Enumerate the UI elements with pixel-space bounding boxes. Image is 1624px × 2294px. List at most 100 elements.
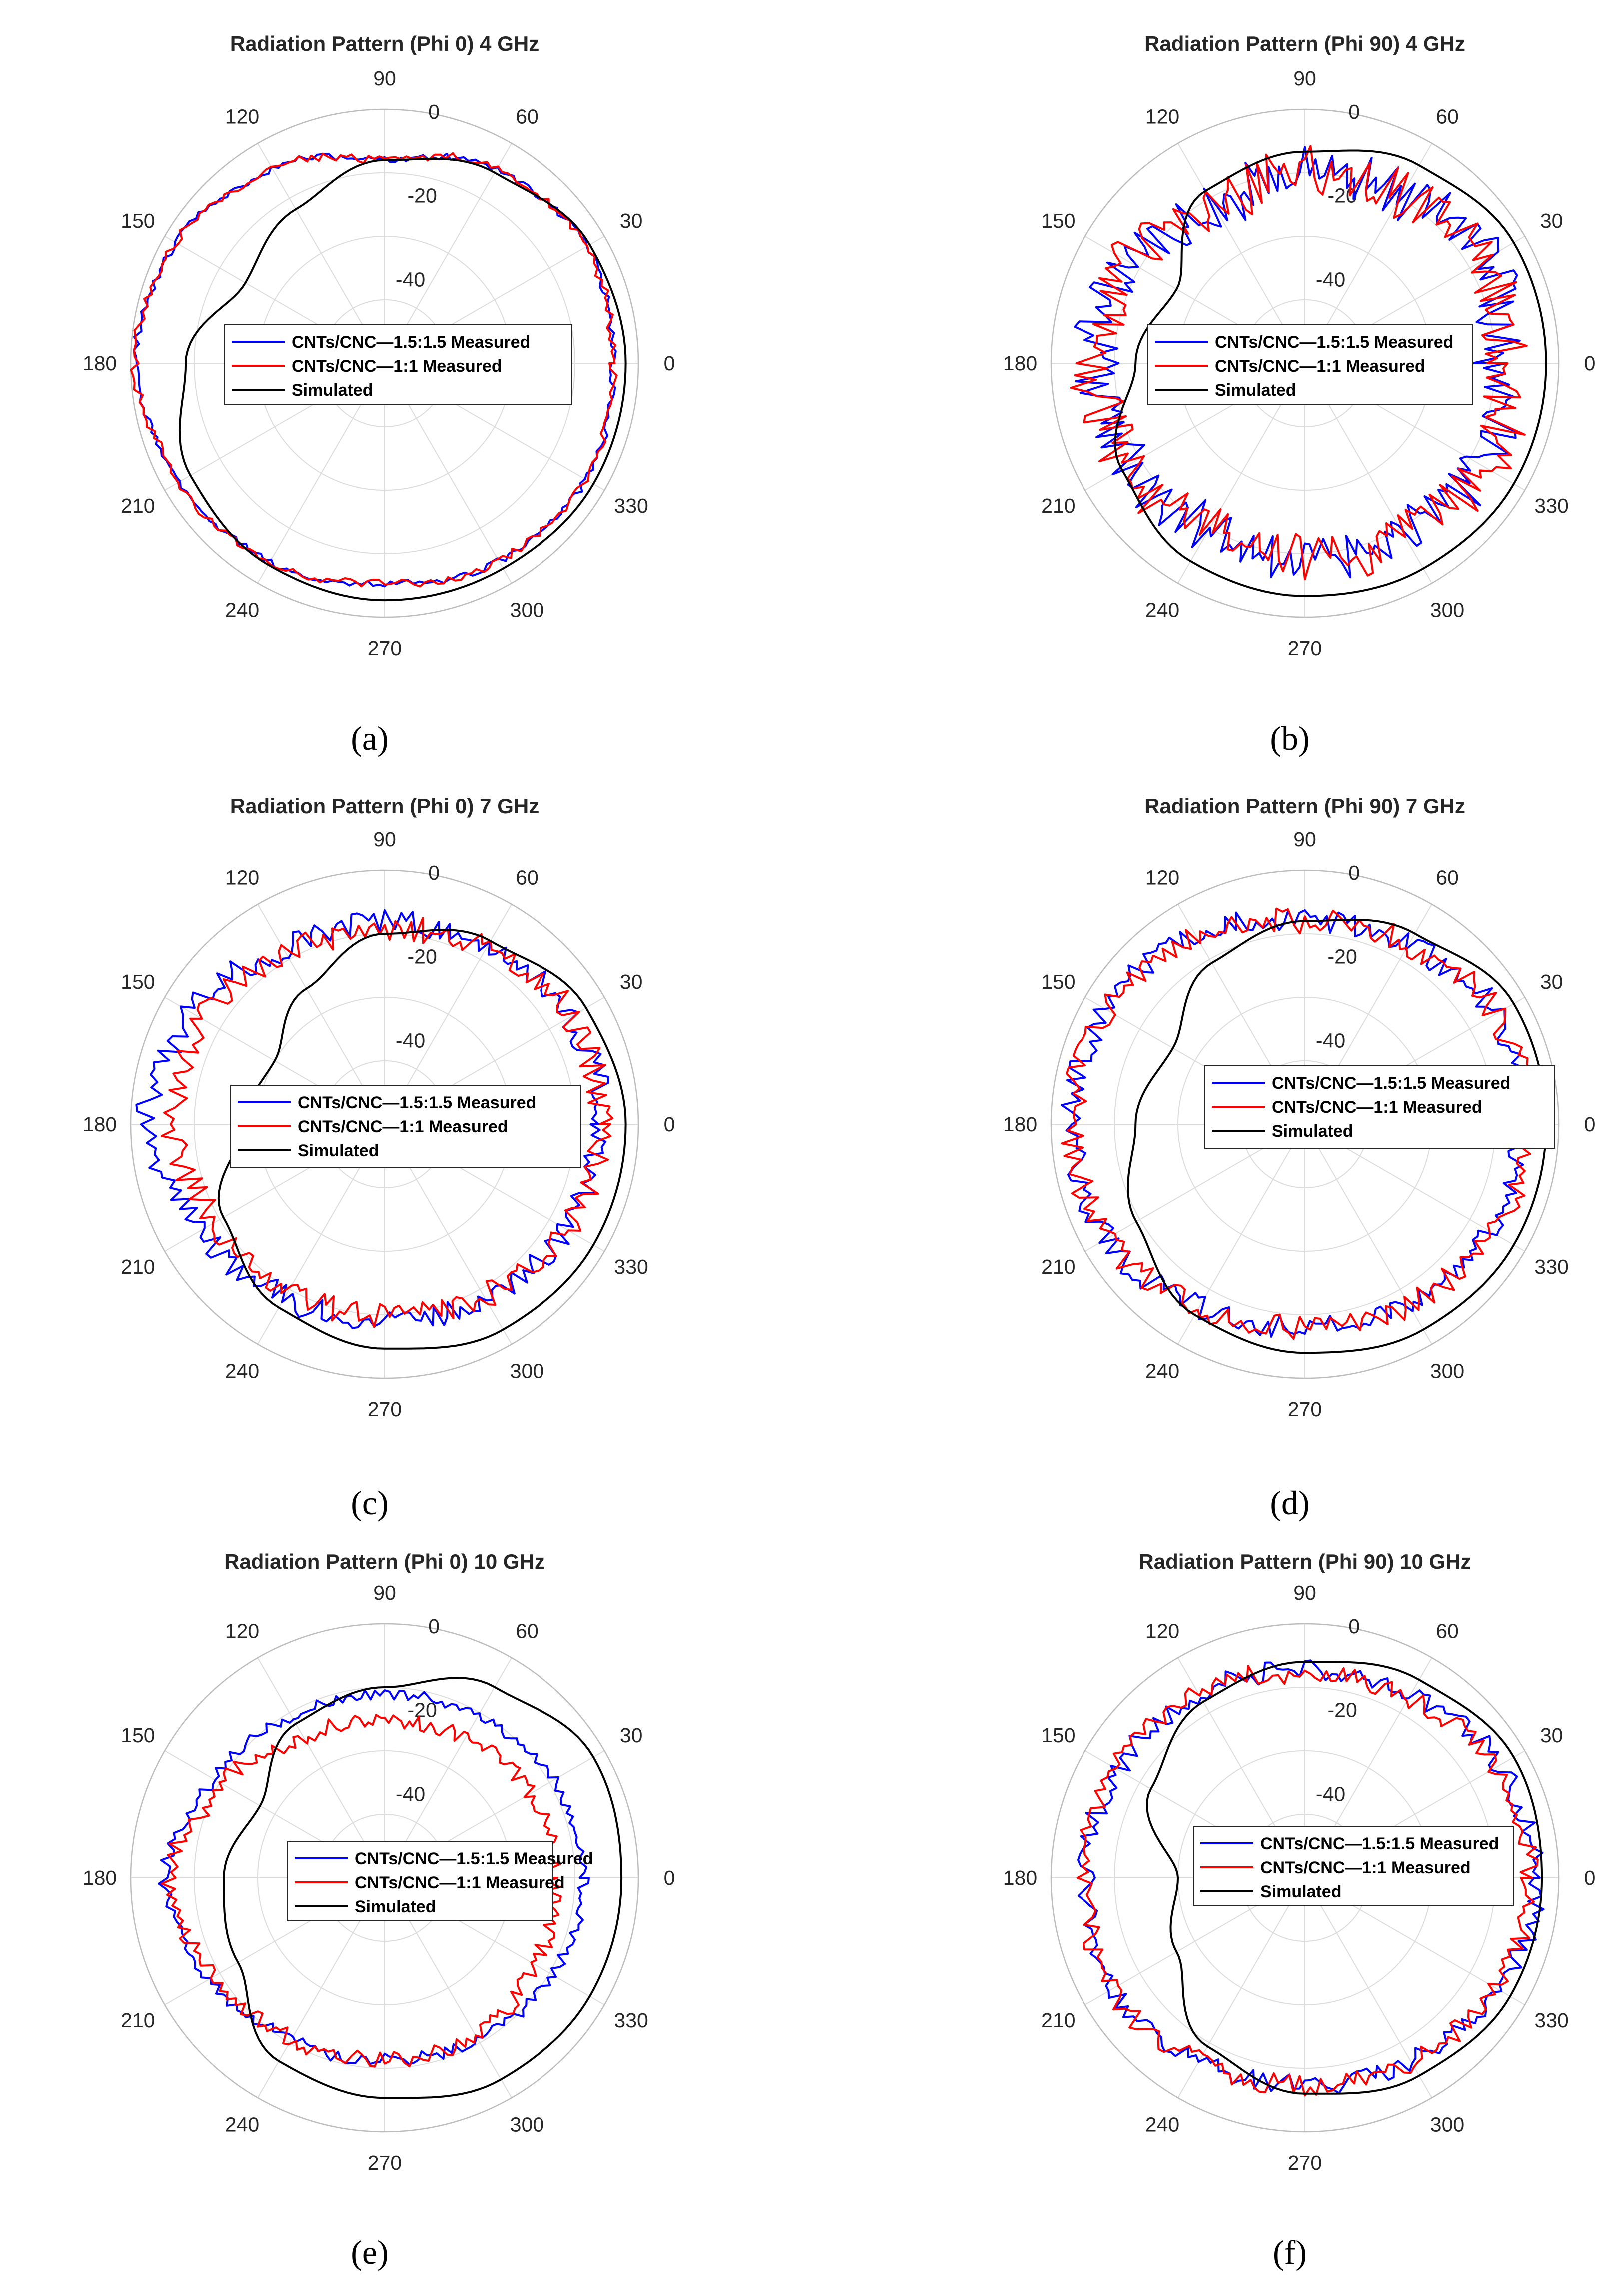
polar-chart-b: Radiation Pattern (Phi 90) 4 GHz 0 30 60 90 1… (1003, 32, 1596, 757)
radial-tick-label: -40 (396, 1782, 425, 1805)
panel-label: (a) (351, 719, 388, 757)
radial-tick-label: -20 (408, 1699, 437, 1722)
legend-label: CNTs/CNC—1.5:1.5 Measured (1215, 333, 1453, 352)
series-line-measured-1-1 (1070, 145, 1528, 581)
grid-spoke (1304, 1877, 1432, 2098)
theta-tick-label: 120 (1145, 1619, 1179, 1642)
outer-ring (130, 108, 639, 618)
series-line-measured-1-1 (160, 917, 614, 1328)
theta-tick-label: 90 (1293, 828, 1316, 851)
theta-tick-label: 90 (1293, 1581, 1316, 1604)
theta-tick-label: 210 (121, 2009, 155, 2032)
legend: CNTs/CNC—1.5:1.5 Measured CNTs/CNC—1:1 Me… (1193, 1826, 1514, 1906)
polar-chart-d: Radiation Pattern (Phi 90) 7 GHz 0 30 60 90 1… (1003, 794, 1596, 1522)
theta-tick-label: 60 (516, 1619, 539, 1642)
radial-tick-label: 0 (1348, 100, 1360, 123)
theta-tick-label: 90 (1293, 67, 1316, 90)
legend-label: Simulated (1260, 1882, 1341, 1901)
radial-tick-label: -40 (396, 1029, 425, 1052)
series-line-measured-1-1 (1061, 907, 1544, 1340)
theta-tick-label: 210 (121, 1255, 155, 1278)
theta-tick-label: 180 (83, 1866, 117, 1889)
theta-tick-label: 240 (1145, 599, 1179, 622)
theta-tick-label: 120 (225, 1619, 259, 1642)
radial-tick-label: 0 (1348, 861, 1360, 884)
theta-tick-label: 0 (1584, 352, 1596, 375)
radial-tick-label: -20 (1328, 1699, 1357, 1722)
theta-tick-label: 30 (620, 209, 643, 232)
polar-chart-c: Radiation Pattern (Phi 0) 7 GHz 0 30 60 90 12… (83, 794, 675, 1522)
outer-ring (1050, 1623, 1560, 2133)
theta-tick-label: 60 (516, 866, 539, 889)
radial-tick-label: -20 (1328, 945, 1357, 968)
radial-tick-label: -20 (1328, 184, 1357, 207)
theta-tick-label: 120 (1145, 866, 1179, 889)
chart-title: Radiation Pattern (Phi 90) 4 GHz (1144, 32, 1465, 55)
theta-tick-label: 240 (1145, 2113, 1179, 2136)
outer-ring (1050, 108, 1560, 618)
series-line-measured-1-5 (1061, 909, 1533, 1338)
theta-tick-label: 150 (121, 1724, 155, 1747)
theta-tick-label: 270 (1288, 1398, 1322, 1421)
theta-tick-label: 90 (373, 1581, 396, 1604)
theta-tick-label: 150 (1041, 209, 1075, 232)
legend-label: Simulated (355, 1897, 436, 1916)
theta-tick-label: 210 (1041, 1255, 1075, 1278)
theta-tick-label: 180 (1003, 1866, 1037, 1889)
theta-tick-label: 0 (664, 1113, 675, 1136)
series-line-measured-1-1 (161, 1714, 562, 2068)
theta-tick-label: 30 (1540, 970, 1563, 993)
legend-label: CNTs/CNC—1.5:1.5 Measured (355, 1849, 593, 1868)
theta-tick-label: 330 (1534, 2009, 1568, 2032)
theta-tick-label: 30 (620, 970, 643, 993)
legend-label: CNTs/CNC—1.5:1.5 Measured (298, 1093, 536, 1112)
radial-tick-label: 0 (428, 100, 440, 123)
theta-tick-label: 90 (373, 67, 396, 90)
legend: CNTs/CNC—1.5:1.5 Measured CNTs/CNC—1:1 Me… (230, 1085, 581, 1168)
chart-title: Radiation Pattern (Phi 0) 10 GHz (224, 1550, 545, 1573)
theta-tick-label: 240 (225, 2113, 259, 2136)
theta-tick-label: 270 (368, 1398, 402, 1421)
radial-tick-label: -20 (408, 184, 437, 207)
theta-tick-label: 30 (1540, 209, 1563, 232)
theta-tick-label: 240 (225, 1360, 259, 1383)
series-line-simulated (1146, 1661, 1543, 2095)
panel-label: (b) (1270, 719, 1309, 757)
panel-label: (f) (1273, 2233, 1307, 2271)
theta-tick-label: 60 (1436, 105, 1459, 128)
series-line-simulated (1127, 919, 1547, 1354)
theta-tick-label: 120 (225, 105, 259, 128)
theta-tick-label: 300 (510, 2113, 544, 2136)
theta-tick-label: 30 (620, 1724, 643, 1747)
legend: CNTs/CNC—1.5:1.5 Measured CNTs/CNC—1:1 Me… (224, 324, 572, 405)
theta-tick-label: 30 (1540, 1724, 1563, 1747)
outer-ring (130, 869, 639, 1379)
theta-tick-label: 300 (1430, 599, 1464, 622)
theta-tick-label: 90 (373, 828, 396, 851)
theta-tick-label: 60 (516, 105, 539, 128)
theta-tick-label: 270 (1288, 2151, 1322, 2174)
theta-tick-label: 300 (1430, 1360, 1464, 1383)
radial-tick-label: -40 (396, 268, 425, 291)
grid-spoke (1177, 1124, 1305, 1345)
series-line-simulated (1114, 149, 1547, 597)
theta-tick-label: 270 (1288, 637, 1322, 660)
theta-tick-label: 330 (1534, 494, 1568, 517)
theta-tick-label: 180 (83, 352, 117, 375)
legend-label: CNTs/CNC—1.5:1.5 Measured (292, 333, 530, 352)
theta-tick-label: 60 (1436, 866, 1459, 889)
chart-title: Radiation Pattern (Phi 0) 4 GHz (230, 32, 539, 55)
theta-tick-label: 150 (1041, 1724, 1075, 1747)
chart-title: Radiation Pattern (Phi 0) 7 GHz (230, 794, 539, 818)
legend-label: CNTs/CNC—1:1 Measured (298, 1117, 508, 1136)
theta-tick-label: 240 (225, 599, 259, 622)
theta-tick-label: 150 (121, 970, 155, 993)
theta-tick-label: 60 (1436, 1619, 1459, 1642)
panel-label: (c) (351, 1484, 388, 1522)
series-line-measured-1-5 (135, 909, 609, 1329)
theta-tick-label: 330 (614, 1255, 648, 1278)
theta-tick-label: 180 (83, 1113, 117, 1136)
theta-tick-label: 0 (1584, 1113, 1596, 1136)
panel-label: (d) (1270, 1484, 1309, 1522)
